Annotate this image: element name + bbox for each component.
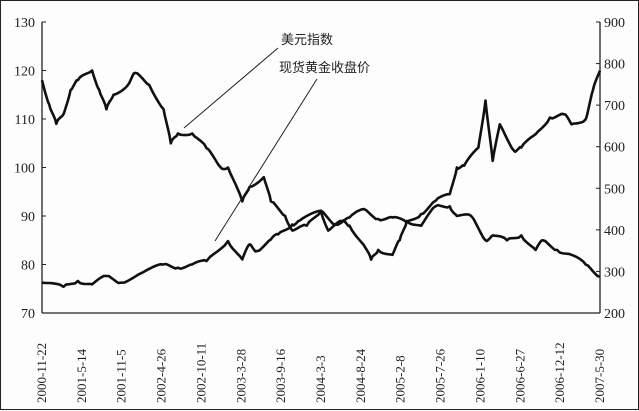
x-axis-tick-label: 2003-9-16	[273, 348, 288, 403]
dollar-index-annotation: 美元指数	[281, 33, 333, 48]
dollar-index-line	[42, 71, 600, 277]
annotations: 美元指数 现货黄金收盘价	[184, 33, 370, 241]
right-axis-tick-label: 600	[604, 141, 625, 156]
right-axis-tick-label: 700	[604, 99, 625, 114]
x-axis-tick-label: 2003-3-28	[233, 349, 248, 403]
series-lines	[42, 70, 600, 286]
left-axis-tick-label: 70	[21, 307, 35, 322]
x-axis-tick-label: 2006-6-27	[512, 348, 527, 403]
left-axis-tick-label: 120	[14, 65, 35, 80]
gold-price-annotation: 现货黄金收盘价	[279, 60, 370, 76]
left-axis-tick-label: 110	[15, 113, 35, 128]
right-axis-tick-label: 200	[604, 307, 625, 322]
x-axis-tick-label: 2005-2-8	[393, 355, 408, 403]
right-axis-tick-label: 300	[604, 265, 625, 280]
x-axis-tick-label: 2004-3-3	[313, 355, 328, 403]
right-axis-tick-label: 400	[604, 224, 625, 239]
gold-price-line	[42, 71, 600, 287]
gold-price-leader-line	[215, 79, 317, 241]
x-axis-tick-label: 2006-12-12	[552, 342, 567, 403]
right-axis-tick-label: 900	[604, 16, 625, 31]
x-axis-tick-label: 2005-7-26	[433, 348, 448, 403]
left-axis-tick-label: 90	[21, 210, 35, 225]
x-axis-tick-label: 2007-5-30	[592, 349, 607, 403]
dollar-index-leader-line	[184, 48, 278, 128]
x-axis-tick-label: 2001-11-5	[114, 349, 129, 403]
right-axis-tick-label: 800	[604, 58, 625, 73]
x-axis-tick-label: 2001-5-14	[74, 348, 89, 403]
right-axis-tick-label: 500	[604, 182, 625, 197]
x-axis-tick-label: 2002-4-26	[154, 348, 169, 403]
x-axis-tick-label: 2000-11-22	[34, 343, 49, 403]
left-axis-tick-label: 80	[21, 259, 35, 274]
x-axis-tick-label: 2006-1-10	[472, 349, 487, 403]
x-axis-tick-label: 2004-8-24	[353, 348, 368, 403]
x-axis-tick-label: 2002-10-11	[193, 343, 208, 403]
left-axis-tick-label: 100	[14, 162, 35, 177]
left-axis-tick-label: 130	[14, 16, 35, 31]
